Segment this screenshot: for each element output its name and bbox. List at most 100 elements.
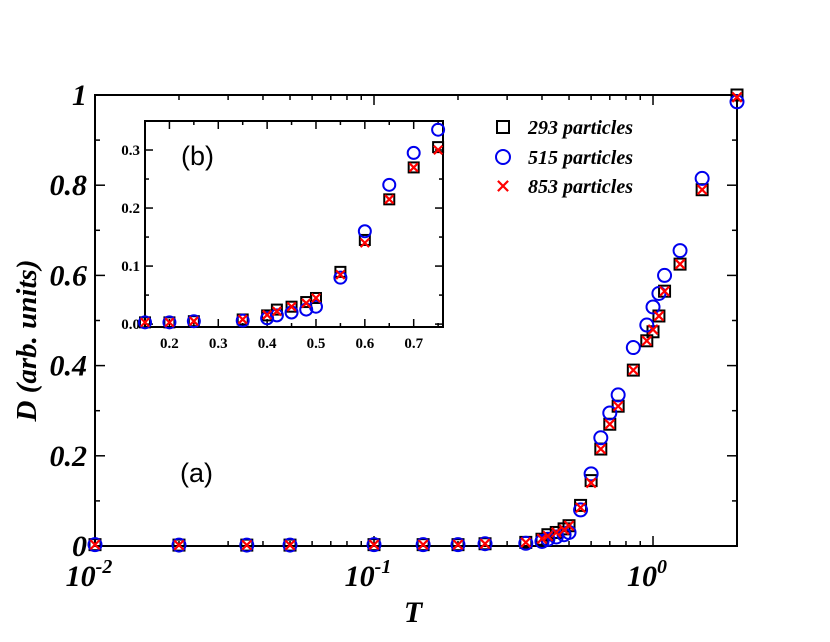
inset-data-point <box>309 291 322 304</box>
data-point <box>659 285 671 297</box>
data-point <box>673 257 687 271</box>
data-point <box>477 536 493 552</box>
inset-data-point <box>384 194 395 205</box>
data-point <box>595 443 607 455</box>
inset-data-point <box>432 141 445 154</box>
inset-data-point <box>301 298 312 309</box>
inset-data-point <box>235 313 250 328</box>
data-point <box>87 537 103 553</box>
y-tick-label: 0.6 <box>50 259 88 292</box>
legend: 293 particles 515 particles 853 particles <box>495 117 633 198</box>
inset-data-point <box>162 315 177 330</box>
inset-data-point <box>358 233 371 246</box>
data-point <box>593 430 609 446</box>
inset-data-point <box>285 300 298 313</box>
data-point <box>626 363 640 377</box>
inset-data-point <box>357 224 372 239</box>
data-point <box>694 170 710 186</box>
inset-data-point <box>382 177 397 192</box>
legend-marker <box>497 180 509 192</box>
inset-series-853-particles <box>139 144 444 328</box>
data-point <box>610 387 626 403</box>
inset-data-point <box>271 306 282 317</box>
inset-data-point <box>237 314 248 325</box>
inset-data-point <box>335 269 346 280</box>
x-tick-label: 10-2 <box>66 556 113 593</box>
inset-data-point <box>407 161 420 174</box>
inset-frame <box>144 120 444 328</box>
x-tick-label: 100 <box>627 556 667 593</box>
data-point <box>672 243 688 259</box>
inset-y-tick-label: 0.3 <box>121 143 140 159</box>
legend-label: 515 particles <box>528 147 633 169</box>
y-tick-label: 0.2 <box>50 440 88 473</box>
y-tick-label: 0.8 <box>50 169 88 202</box>
data-point <box>639 317 655 333</box>
data-point <box>653 310 665 322</box>
inset-data-point <box>333 270 348 285</box>
data-point <box>171 537 187 553</box>
inset-x-tick-label: 0.2 <box>160 336 179 352</box>
data-point <box>641 335 653 347</box>
data-point <box>585 477 597 489</box>
legend-item: 293 particles <box>496 117 633 139</box>
data-point <box>584 474 598 488</box>
inset-data-point <box>406 145 421 160</box>
data-point <box>612 400 624 412</box>
data-point <box>731 91 743 103</box>
legend-item: 515 particles <box>495 147 633 169</box>
data-point <box>518 535 534 551</box>
legend-marker <box>496 120 510 134</box>
data-point <box>450 537 466 553</box>
inset-data-point <box>262 309 273 320</box>
data-point <box>604 418 616 430</box>
inset-data-point <box>139 317 151 328</box>
data-point <box>729 94 745 110</box>
data-point <box>368 539 380 551</box>
data-point <box>536 533 548 545</box>
inset-data-point <box>138 315 152 330</box>
inset-series-515-particles <box>138 122 446 330</box>
data-point <box>696 184 708 196</box>
inset-data-point <box>433 144 444 156</box>
data-point <box>520 536 532 548</box>
inset-x-tick-label: 0.6 <box>355 336 374 352</box>
inset-data-point <box>269 308 284 323</box>
inset-data-point <box>188 316 199 327</box>
x-axis-title: T <box>404 596 424 629</box>
inset-data-point <box>310 292 322 304</box>
legend-marker <box>495 149 511 165</box>
y-tick-label: 0 <box>72 530 87 563</box>
inset-data-point <box>334 265 347 278</box>
inset-x-tick-label: 0.7 <box>404 336 423 352</box>
data-point <box>282 537 298 553</box>
data-point <box>583 466 599 482</box>
data-point <box>479 538 491 550</box>
data-point <box>417 539 429 551</box>
inset-x-tick-label: 0.5 <box>307 336 326 352</box>
inset-y-tick-label: 0.1 <box>121 259 140 275</box>
data-point <box>563 520 575 532</box>
data-point <box>550 527 562 538</box>
data-point <box>173 539 185 551</box>
data-point <box>542 530 554 542</box>
inset-data-point <box>359 237 370 248</box>
data-point <box>657 267 673 283</box>
inset-x-tick-label: 0.4 <box>258 336 277 352</box>
series-853-particles <box>89 91 743 551</box>
inset-y-tick-label: 0.0 <box>121 317 140 333</box>
inset-data-point <box>270 303 283 316</box>
data-point <box>627 364 639 376</box>
data-point <box>647 324 659 335</box>
data-point <box>645 299 661 315</box>
data-point <box>452 539 464 551</box>
data-point <box>284 539 296 551</box>
data-point <box>366 537 382 553</box>
inset-y-tick-label: 0.2 <box>121 201 140 217</box>
data-point <box>674 258 686 270</box>
main-plot: 0 0.2 0.4 0.6 0.8 1 10-2 10-1 100 T D (arb. units)… <box>11 79 745 629</box>
legend-item: 853 particles <box>497 176 633 198</box>
inset-data-point <box>164 317 175 328</box>
inset-x-tick-label: 0.3 <box>209 336 228 352</box>
